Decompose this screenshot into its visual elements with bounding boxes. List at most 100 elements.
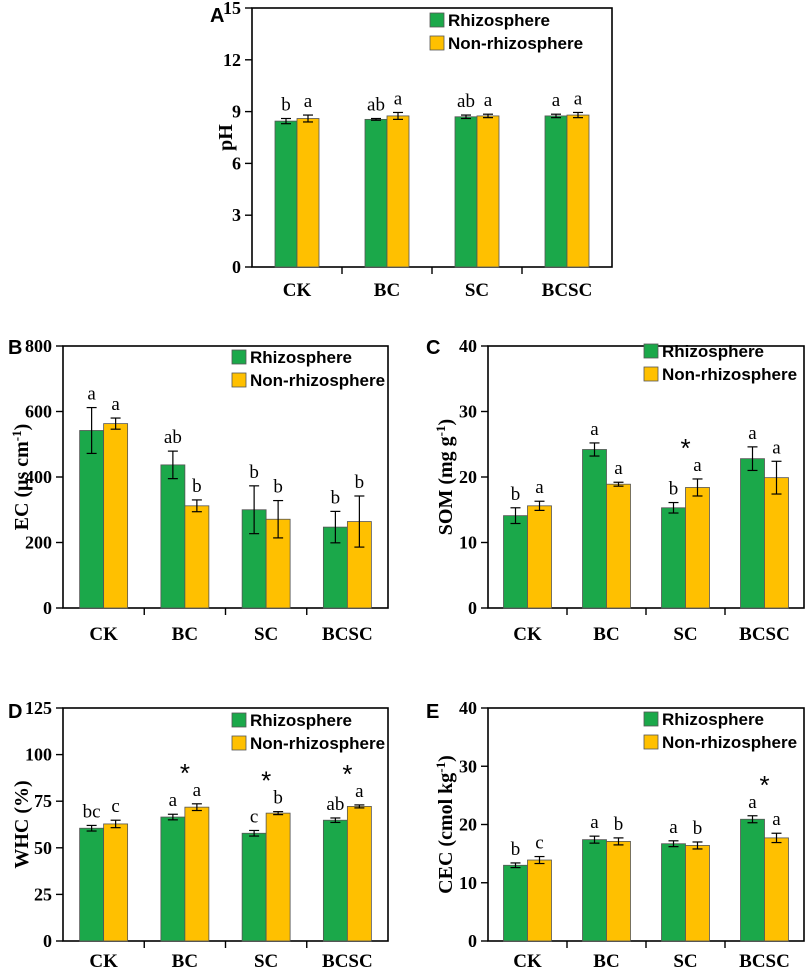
y-tick-label: 30	[459, 756, 477, 776]
significance-letter: a	[772, 809, 781, 830]
bar-non-rhizosphere	[764, 477, 789, 609]
bar-non-rhizosphere	[346, 806, 372, 942]
bar-non-rhizosphere	[606, 840, 631, 942]
x-category-label: BC	[172, 624, 198, 645]
significance-star: *	[759, 770, 769, 800]
legend-swatch-non-rhizosphere	[643, 366, 659, 382]
bar-rhizosphere	[454, 116, 478, 268]
bar-rhizosphere	[582, 449, 607, 609]
bar-non-rhizosphere	[103, 823, 129, 942]
y-tick-label: 25	[34, 884, 52, 904]
bar-rhizosphere	[160, 464, 186, 609]
significance-letter: ab	[457, 91, 475, 112]
bar-non-rhizosphere	[764, 837, 789, 942]
x-category-label: BCSC	[739, 951, 790, 972]
x-category-label: CK	[513, 624, 542, 645]
significance-letter: a	[111, 394, 120, 415]
x-category-label: BCSC	[322, 951, 373, 972]
significance-letter: a	[590, 419, 599, 440]
y-tick-label: 10	[459, 533, 477, 553]
bar-rhizosphere	[582, 839, 607, 942]
bar-non-rhizosphere	[296, 118, 320, 268]
bar-rhizosphere	[740, 818, 765, 942]
y-axis-title-end: )	[435, 419, 457, 426]
significance-letter: b	[511, 484, 521, 505]
x-category-label: SC	[254, 624, 278, 645]
x-category-label: SC	[673, 951, 697, 972]
y-tick-label: 10	[459, 873, 477, 893]
significance-letter: c	[535, 833, 543, 854]
significance-letter: ab	[367, 95, 385, 116]
legend-label: Rhizosphere	[250, 711, 352, 730]
significance-letter: b	[355, 472, 365, 493]
significance-letter: a	[304, 91, 313, 112]
x-category-label: CK	[283, 280, 312, 301]
x-category-label: SC	[673, 624, 697, 645]
bar-non-rhizosphere	[685, 487, 710, 609]
legend-label: Rhizosphere	[662, 342, 764, 361]
significance-letter: a	[748, 423, 757, 444]
significance-letter: a	[169, 790, 178, 811]
legend-swatch-non-rhizosphere	[231, 735, 247, 751]
y-axis-title: EC (μs cm-1)	[9, 424, 33, 531]
panel-letter: A	[210, 5, 224, 27]
y-tick-label: 0	[468, 598, 477, 618]
legend-label: Non-rhizosphere	[662, 733, 797, 752]
x-category-label: CK	[89, 951, 118, 972]
y-tick-label: 6	[232, 153, 241, 173]
legend-label: Rhizosphere	[250, 348, 352, 367]
y-axis-title-main: SOM (mg g	[435, 436, 457, 535]
x-category-label: SC	[254, 951, 278, 972]
significance-star: *	[261, 766, 271, 796]
bar-rhizosphere	[503, 864, 528, 942]
significance-letter: a	[669, 817, 678, 838]
y-tick-label: 100	[25, 745, 52, 765]
legend-swatch-rhizosphere	[643, 343, 659, 359]
significance-letter: b	[281, 95, 291, 116]
bar-rhizosphere	[79, 827, 105, 942]
bar-rhizosphere	[79, 430, 105, 609]
legend-swatch-non-rhizosphere	[429, 35, 445, 51]
bar-rhizosphere	[740, 458, 765, 609]
legend-swatch-rhizosphere	[231, 349, 247, 365]
x-category-label: BCSC	[322, 624, 373, 645]
y-tick-label: 40	[459, 698, 477, 718]
significance-letter: b	[249, 462, 259, 483]
bar-rhizosphere	[364, 118, 388, 268]
significance-letter: b	[669, 479, 679, 500]
bar-rhizosphere	[160, 816, 186, 942]
y-axis-title-main: EC (μs cm	[11, 441, 33, 530]
y-axis-title-sup: -1	[433, 425, 448, 436]
y-axis-title: pH	[215, 124, 237, 151]
y-tick-label: 15	[223, 0, 241, 18]
significance-star: *	[180, 758, 190, 788]
significance-letter: bc	[83, 801, 101, 822]
significance-letter: a	[484, 90, 493, 111]
y-tick-label: 75	[34, 791, 52, 811]
panel-letter: D	[8, 701, 22, 723]
significance-letter: ab	[326, 794, 344, 815]
x-category-label: BC	[374, 280, 400, 301]
bar-non-rhizosphere	[527, 859, 552, 942]
y-axis-title-main: CEC (cmol kg	[435, 773, 457, 894]
y-axis-title-end: )	[11, 424, 33, 431]
bar-non-rhizosphere	[566, 114, 590, 268]
bar-rhizosphere	[241, 832, 267, 942]
significance-letter: c	[111, 796, 119, 817]
significance-letter: a	[87, 384, 96, 405]
significance-letter: b	[511, 839, 521, 860]
significance-letter: b	[331, 487, 341, 508]
y-tick-label: 12	[223, 50, 241, 70]
y-axis-title-main: pH	[215, 124, 237, 151]
x-category-label: BC	[593, 951, 619, 972]
x-category-label: SC	[465, 280, 489, 301]
significance-letter: a	[772, 437, 781, 458]
bar-non-rhizosphere	[184, 806, 210, 942]
y-axis-title-sup: -1	[433, 762, 448, 773]
significance-letter: a	[693, 455, 702, 476]
significance-letter: a	[574, 88, 583, 109]
